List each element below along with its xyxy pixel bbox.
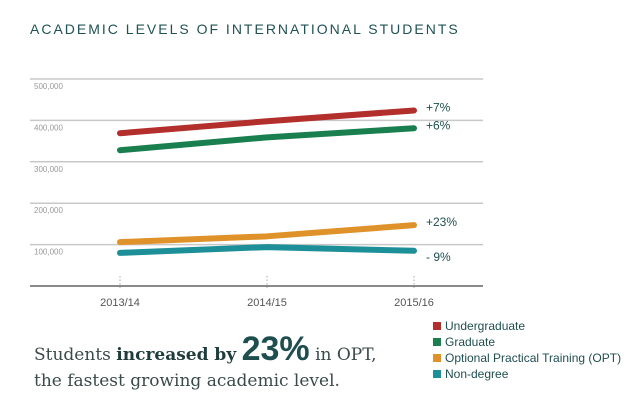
- legend-item: Optional Practical Training (OPT): [433, 350, 621, 366]
- series-line-graduate: [117, 125, 417, 154]
- legend-item: Non-degree: [433, 366, 621, 382]
- y-tick-label: 500,000: [34, 82, 63, 91]
- x-tick-label: 2015/16: [394, 297, 434, 309]
- legend-item: Undergraduate: [433, 318, 621, 334]
- headline-pre: Students: [34, 345, 117, 365]
- legend-swatch: [433, 354, 441, 362]
- headline-bold: increased by: [116, 345, 237, 365]
- end-label: +7%: [426, 100, 451, 114]
- headline: Students increased by 23% in OPT, the fa…: [34, 332, 377, 394]
- x-tick-label: 2014/15: [247, 297, 287, 309]
- end-label: +23%: [426, 215, 457, 229]
- x-tick-label: 2013/14: [100, 297, 140, 309]
- legend-label: Graduate: [445, 335, 496, 349]
- headline-big: 23%: [241, 330, 310, 368]
- series-line-optional-practical-training-opt-: [117, 222, 417, 246]
- legend: Undergraduate Graduate Optional Practical …: [433, 318, 621, 382]
- legend-swatch: [433, 322, 441, 330]
- legend-label: Undergraduate: [445, 319, 526, 333]
- headline-post: in OPT,: [309, 345, 377, 365]
- end-label: - 9%: [426, 250, 451, 264]
- y-tick-label: 300,000: [34, 165, 63, 174]
- chart-title: ACADEMIC LEVELS OF INTERNATIONAL STUDENT…: [30, 21, 460, 37]
- end-label: +6%: [426, 118, 451, 132]
- y-tick-label: 100,000: [34, 248, 63, 257]
- legend-swatch: [433, 370, 441, 378]
- series-line-undergraduate: [117, 107, 417, 137]
- y-tick-label: 200,000: [34, 206, 63, 215]
- y-tick-label: 400,000: [34, 123, 63, 132]
- legend-swatch: [433, 338, 441, 346]
- headline-line2: the fastest growing academic level.: [34, 371, 340, 391]
- legend-label: Non-degree: [445, 367, 509, 381]
- series-line-non-degree: [117, 244, 417, 256]
- legend-item: Graduate: [433, 334, 621, 350]
- legend-label: Optional Practical Training (OPT): [445, 351, 622, 365]
